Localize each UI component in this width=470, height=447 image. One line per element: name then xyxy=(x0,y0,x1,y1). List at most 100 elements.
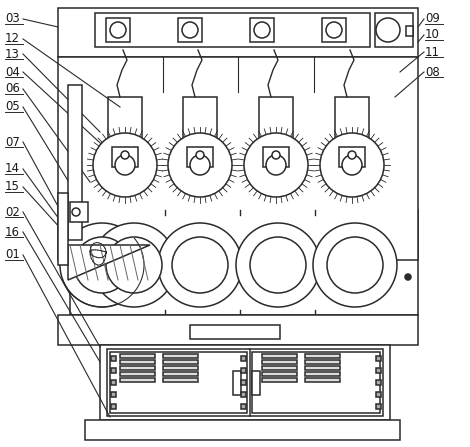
Text: 11: 11 xyxy=(425,46,440,59)
Bar xyxy=(58,193,68,265)
Bar xyxy=(111,380,116,385)
Bar xyxy=(376,368,381,373)
Bar xyxy=(305,366,340,370)
Circle shape xyxy=(182,22,198,38)
Text: 01: 01 xyxy=(5,249,20,261)
Circle shape xyxy=(266,155,286,175)
Bar xyxy=(241,392,246,397)
Bar xyxy=(241,356,246,361)
Bar xyxy=(68,85,82,240)
Circle shape xyxy=(313,223,397,307)
Bar xyxy=(178,18,202,42)
Bar xyxy=(110,352,247,413)
Bar xyxy=(250,18,274,42)
Bar xyxy=(187,147,213,167)
Circle shape xyxy=(236,223,320,307)
Circle shape xyxy=(254,22,270,38)
Bar xyxy=(112,147,138,167)
Bar xyxy=(58,315,418,345)
Bar xyxy=(120,372,155,376)
Bar xyxy=(262,378,297,382)
Bar xyxy=(376,356,381,361)
Bar xyxy=(252,352,380,413)
Bar xyxy=(305,372,340,376)
Circle shape xyxy=(93,133,157,197)
Text: 04: 04 xyxy=(5,66,20,79)
Text: 03: 03 xyxy=(5,13,20,25)
Text: 07: 07 xyxy=(5,135,20,148)
Bar xyxy=(108,97,142,157)
Bar xyxy=(111,356,116,361)
Bar xyxy=(335,97,369,157)
Text: 12: 12 xyxy=(5,33,20,46)
Bar xyxy=(376,392,381,397)
Circle shape xyxy=(405,274,411,280)
Circle shape xyxy=(326,22,342,38)
Bar xyxy=(241,404,246,409)
Circle shape xyxy=(121,151,129,159)
Bar xyxy=(262,366,297,370)
Bar xyxy=(95,13,370,47)
Circle shape xyxy=(320,133,384,197)
Circle shape xyxy=(376,18,400,42)
Text: 14: 14 xyxy=(5,163,20,176)
Bar xyxy=(120,360,155,364)
Bar xyxy=(183,97,217,157)
Bar xyxy=(163,354,198,358)
Text: 13: 13 xyxy=(5,47,20,60)
Text: 16: 16 xyxy=(5,225,20,239)
Text: 09: 09 xyxy=(425,13,440,25)
Bar xyxy=(262,360,297,364)
Circle shape xyxy=(172,237,228,293)
Text: 08: 08 xyxy=(425,66,440,79)
Text: 05: 05 xyxy=(5,101,20,114)
Circle shape xyxy=(106,237,162,293)
Circle shape xyxy=(115,155,135,175)
Bar xyxy=(259,97,293,157)
Bar xyxy=(262,354,297,358)
Bar xyxy=(111,404,116,409)
Bar xyxy=(233,371,241,395)
Circle shape xyxy=(92,223,176,307)
Bar xyxy=(339,147,365,167)
Circle shape xyxy=(342,155,362,175)
Circle shape xyxy=(72,208,80,216)
Circle shape xyxy=(272,151,280,159)
Bar xyxy=(241,380,246,385)
Bar xyxy=(376,404,381,409)
Bar xyxy=(120,378,155,382)
Bar xyxy=(305,354,340,358)
Circle shape xyxy=(327,237,383,293)
Bar xyxy=(111,392,116,397)
Bar xyxy=(375,13,413,47)
Circle shape xyxy=(244,133,308,197)
Bar xyxy=(85,420,400,440)
Text: 15: 15 xyxy=(5,181,20,194)
Bar xyxy=(322,18,346,42)
Circle shape xyxy=(110,22,126,38)
Bar xyxy=(376,380,381,385)
Bar xyxy=(262,372,297,376)
Bar xyxy=(107,349,383,416)
Bar xyxy=(305,360,340,364)
Bar xyxy=(163,360,198,364)
Bar xyxy=(241,368,246,373)
Bar xyxy=(100,345,390,420)
Text: 10: 10 xyxy=(425,29,440,42)
Bar xyxy=(252,371,260,395)
Circle shape xyxy=(74,237,130,293)
Circle shape xyxy=(190,155,210,175)
Circle shape xyxy=(60,223,144,307)
Bar xyxy=(111,368,116,373)
Circle shape xyxy=(250,237,306,293)
Circle shape xyxy=(168,133,232,197)
Bar xyxy=(163,366,198,370)
Text: 02: 02 xyxy=(5,206,20,219)
Bar xyxy=(263,147,289,167)
Bar xyxy=(120,366,155,370)
Polygon shape xyxy=(68,245,150,280)
Bar xyxy=(190,325,280,339)
Bar xyxy=(120,354,155,358)
Bar xyxy=(106,18,130,42)
Text: 06: 06 xyxy=(5,83,20,96)
